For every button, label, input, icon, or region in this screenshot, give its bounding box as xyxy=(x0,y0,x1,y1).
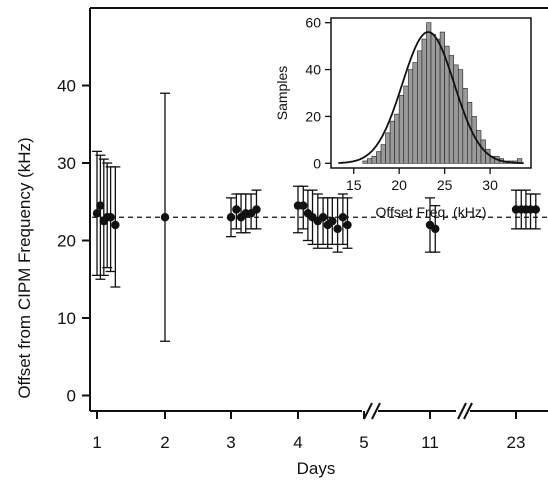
inset-x-tick-label: 20 xyxy=(391,177,407,193)
data-point xyxy=(299,201,308,210)
histogram-bar xyxy=(385,132,391,164)
main-series xyxy=(92,92,541,342)
y-tick-label: 10 xyxy=(57,309,76,328)
histogram-bar xyxy=(407,69,414,164)
histogram-bar xyxy=(403,85,409,164)
data-point xyxy=(160,213,170,222)
data-point xyxy=(431,224,440,234)
data-point xyxy=(333,224,342,234)
y-axis: 0 10 20 30 40 xyxy=(57,77,90,406)
histogram-bar xyxy=(376,151,382,164)
inset-frame xyxy=(330,17,532,169)
y-axis-label: Offset from CIPM Frequency (kHz) xyxy=(15,137,34,398)
histogram-bar xyxy=(417,50,423,164)
inset-x-tick-label: 30 xyxy=(482,177,498,193)
data-point xyxy=(96,201,105,210)
inset-y-tick-label: 0 xyxy=(313,155,321,171)
histogram-bar xyxy=(457,69,464,164)
x-tick-label: 11 xyxy=(421,433,439,452)
histogram-bar xyxy=(394,113,400,164)
data-point xyxy=(232,205,241,214)
data-point xyxy=(226,213,236,222)
data-point xyxy=(252,205,261,214)
inset-y-tick-label: 20 xyxy=(305,108,321,124)
histogram-bar xyxy=(430,34,436,164)
x-tick-label: 23 xyxy=(507,433,526,452)
x-tick-label: 2 xyxy=(160,433,169,452)
x-tick-label: 3 xyxy=(226,433,235,452)
y-tick-label: 30 xyxy=(57,154,76,173)
inset-histogram: 15 20 25 30 0 20 40 60 Offset Freq. (kHz) Sampl… xyxy=(274,15,532,220)
data-point xyxy=(106,213,115,222)
x-tick-label: 5 xyxy=(359,433,368,452)
histogram-bar xyxy=(362,160,368,164)
data-point xyxy=(111,220,120,230)
x-axis: 1 2 3 4 5 11 23 xyxy=(90,402,548,452)
y-tick-label: 40 xyxy=(57,77,76,96)
data-point xyxy=(531,205,540,214)
axis-break-mark xyxy=(371,402,381,420)
inset-fit-curve xyxy=(338,31,524,165)
histogram-bar xyxy=(435,38,441,164)
histogram-bar xyxy=(421,38,427,164)
y-tick-label: 20 xyxy=(57,232,76,251)
inset-axes: 15 20 25 30 0 20 40 60 xyxy=(305,15,498,193)
inset-y-tick-label: 60 xyxy=(305,15,321,31)
data-point xyxy=(338,213,348,222)
axis-break-mark xyxy=(363,402,373,420)
data-point xyxy=(318,213,328,222)
axis-break-mark xyxy=(457,402,467,420)
histogram-bar xyxy=(371,155,377,164)
gaussian-fit-line xyxy=(338,31,524,165)
histogram-bar xyxy=(398,95,405,164)
x-tick-label: 1 xyxy=(92,433,101,452)
histogram-bar xyxy=(380,144,386,164)
main-plot-frame xyxy=(89,7,548,411)
inset-y-tick-label: 40 xyxy=(305,62,321,78)
inset-x-axis-label: Offset Freq. (kHz) xyxy=(376,204,487,220)
y-tick-label: 0 xyxy=(67,387,76,406)
inset-x-tick-label: 15 xyxy=(346,177,362,193)
x-axis-label: Days xyxy=(297,459,336,478)
histogram-bar xyxy=(412,62,418,164)
data-point xyxy=(92,209,102,218)
histogram-bar xyxy=(462,88,468,164)
histogram-bar xyxy=(426,22,432,164)
histogram-bar xyxy=(467,102,473,164)
axis-break-mark xyxy=(463,402,473,420)
inset-x-tick-label: 25 xyxy=(437,177,453,193)
histogram-bar xyxy=(367,158,373,164)
x-tick-label: 4 xyxy=(293,433,302,452)
histogram-bar xyxy=(453,64,459,164)
data-point xyxy=(328,216,337,226)
inset-bars xyxy=(362,22,523,164)
histogram-bar xyxy=(389,120,395,164)
inset-y-axis-label: Samples xyxy=(274,66,290,120)
data-point xyxy=(343,220,352,230)
